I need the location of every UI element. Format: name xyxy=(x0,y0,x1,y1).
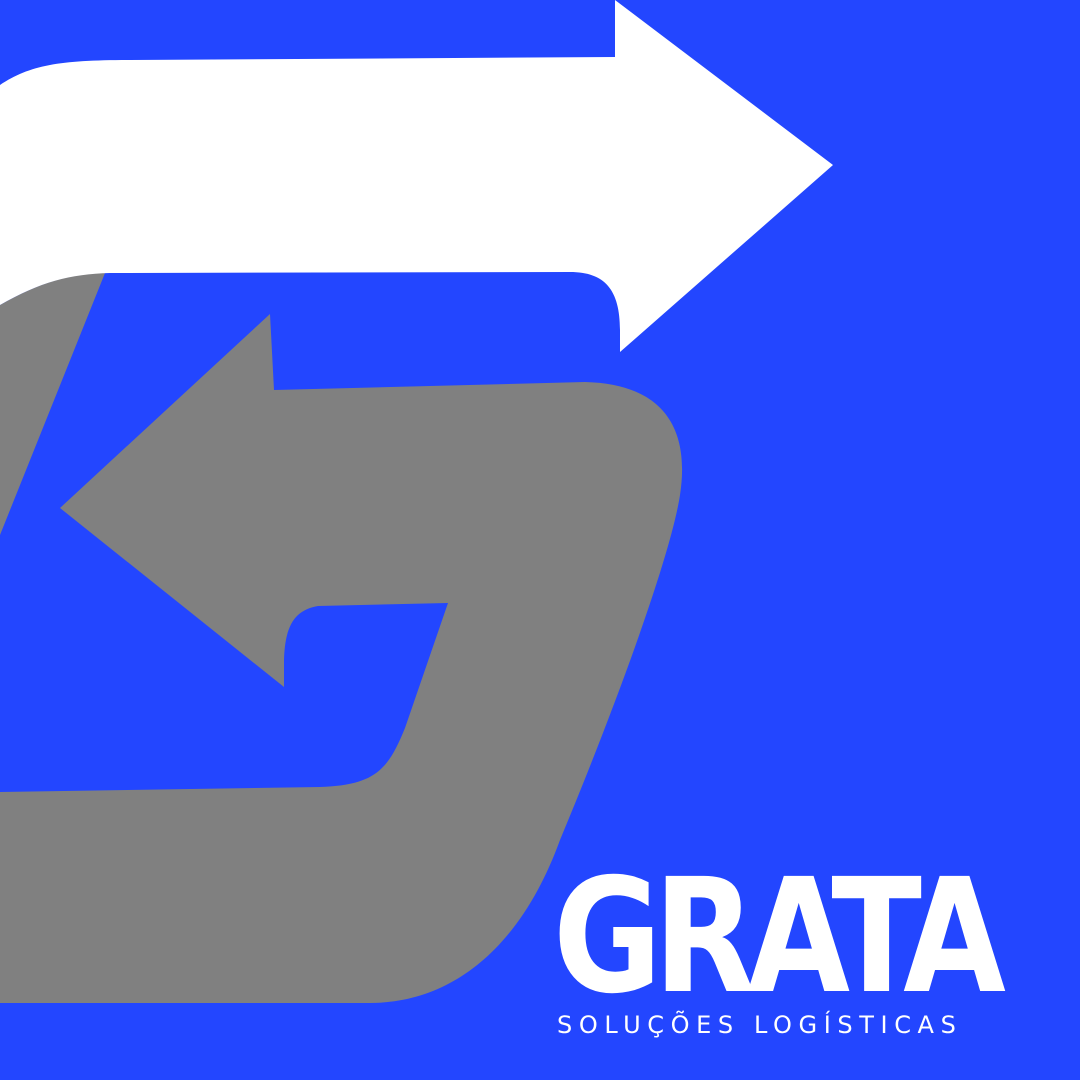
brand-lockup: GRATA SOLUÇÕES LOGÍSTICAS xyxy=(553,858,1043,1058)
brand-name: GRATA xyxy=(553,845,1006,1029)
gray-return-arrow-icon xyxy=(0,273,683,1003)
brand-tagline: SOLUÇÕES LOGÍSTICAS xyxy=(557,1011,963,1039)
white-forward-arrow-icon xyxy=(0,0,833,352)
